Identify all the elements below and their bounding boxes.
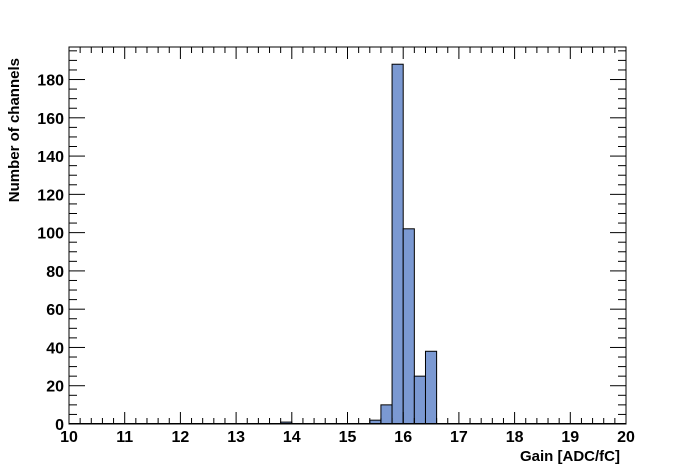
histogram-bar: [380, 404, 393, 425]
histogram-bar: [424, 350, 438, 425]
x-tick-label: 11: [116, 429, 133, 446]
histogram-bar: [413, 375, 426, 425]
x-tick-label: 12: [172, 429, 190, 446]
x-tick-label: 10: [60, 429, 78, 446]
x-tick-label: 17: [450, 429, 468, 446]
x-tick-label: 19: [561, 429, 579, 446]
x-tick-label: 15: [339, 429, 357, 446]
histogram-bar: [402, 228, 415, 425]
y-tick-label: 0: [55, 417, 64, 434]
y-tick-label: 100: [37, 226, 64, 243]
x-tick-label: 13: [227, 429, 245, 446]
histogram-bar: [391, 63, 404, 425]
y-tick-label: 180: [37, 73, 64, 90]
y-axis-title: Number of channels: [6, 58, 23, 202]
y-tick-label: 80: [46, 264, 64, 281]
y-tick-label: 20: [46, 379, 64, 396]
y-tick-label: 140: [37, 149, 64, 166]
y-tick-labels: 0 20 40 60 80 100 120 140 160 180: [37, 73, 64, 434]
plot-frame: [68, 46, 627, 425]
axis-ticks: [68, 47, 627, 425]
x-tick-label: 20: [617, 429, 635, 446]
x-tick-label: 16: [394, 429, 412, 446]
histogram-bars: [280, 63, 438, 425]
x-axis-title: Gain [ADC/fC]: [520, 448, 620, 465]
y-tick-label: 60: [46, 302, 64, 319]
x-tick-label: 14: [283, 429, 301, 446]
y-tick-label: 120: [37, 187, 64, 204]
y-tick-label: 160: [37, 111, 64, 128]
x-tick-labels: 10 11 12 13 14 15 16 17 18 19 20: [60, 429, 635, 446]
x-tick-label: 18: [506, 429, 524, 446]
y-tick-label: 40: [46, 340, 64, 357]
